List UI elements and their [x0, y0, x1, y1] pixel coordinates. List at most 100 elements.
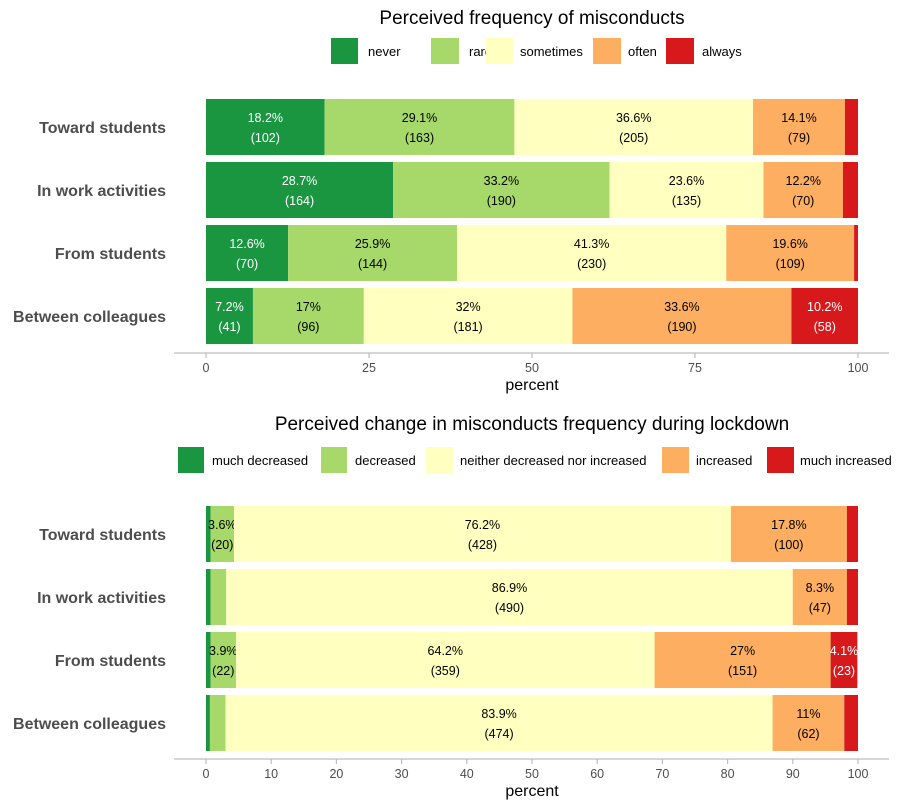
data-label-2-1: 28.7% [282, 174, 317, 188]
bar-1-4 [753, 99, 845, 155]
bar-3-2 [288, 225, 458, 281]
legend-label-5: always [702, 44, 742, 59]
chart-title: Perceived frequency of misconducts [379, 8, 684, 29]
x-tick-label-8: 70 [655, 767, 669, 781]
legend-swatch-3 [486, 38, 513, 64]
category-label-3: From students [55, 246, 166, 263]
bar-3-1 [206, 632, 211, 688]
bar-2-5 [846, 569, 858, 625]
category-label-1: Toward students [39, 527, 166, 544]
category-label-4: Between colleagues [13, 309, 166, 326]
data-label-3-3: 64.2% [428, 644, 463, 658]
count-label-1-3: (205) [619, 131, 648, 145]
x-tick-label-6: 50 [525, 767, 539, 781]
x-tick-label-10: 90 [786, 767, 800, 781]
data-label-4-1: 7.2% [215, 300, 244, 314]
bar-3-5 [854, 225, 858, 281]
bar-4-5 [791, 288, 858, 344]
x-tick-label-9: 80 [721, 767, 735, 781]
legend-swatch-2 [321, 447, 347, 473]
legend-label-3: neither decreased nor increased [460, 453, 646, 468]
bar-4-2 [209, 695, 226, 751]
count-label-4-2: (96) [297, 320, 319, 334]
x-tick-label-5: 40 [460, 767, 474, 781]
data-label-2-2: 33.2% [484, 174, 519, 188]
data-label-1-4: 14.1% [781, 111, 816, 125]
count-label-1-2: (163) [405, 131, 434, 145]
count-label-3-4: (151) [728, 664, 757, 678]
bar-4-3 [363, 288, 573, 344]
count-label-3-2: (144) [358, 257, 387, 271]
data-label-4-3: 32% [456, 300, 481, 314]
legend: much decreased decreased neither decreased… [178, 447, 892, 473]
data-label-4-2: 17% [296, 300, 321, 314]
chart-2: Perceived change in misconducts frequenc… [13, 414, 892, 800]
legend-label-4: often [628, 44, 657, 59]
legend-swatch-2 [431, 38, 459, 64]
bar-3-3 [457, 225, 727, 281]
bar-2-5 [843, 162, 858, 218]
count-label-2-2: (190) [487, 194, 516, 208]
count-label-3-2: (22) [212, 664, 234, 678]
legend: never rarely sometimes often always [331, 38, 742, 64]
bar-2-3 [609, 162, 764, 218]
bar-2-3 [226, 569, 793, 625]
count-label-1-4: (100) [774, 538, 803, 552]
x-tick-label-11: 100 [848, 767, 869, 781]
legend-label-3: sometimes [520, 44, 583, 59]
bar-4-4 [772, 695, 845, 751]
x-tick-label-3: 50 [525, 361, 539, 375]
data-label-3-5: 4.1% [830, 644, 859, 658]
bar-3-3 [235, 632, 655, 688]
legend-label-1: much decreased [212, 453, 308, 468]
bar-3-2 [210, 632, 236, 688]
count-label-3-1: (70) [236, 257, 258, 271]
bar-3-5 [830, 632, 858, 688]
bar-1-3 [514, 99, 754, 155]
legend-label-2: decreased [355, 453, 416, 468]
count-label-2-3: (490) [495, 601, 524, 615]
count-label-4-3: (474) [484, 727, 513, 741]
x-tick-label-2: 10 [264, 767, 278, 781]
count-label-3-3: (359) [431, 664, 460, 678]
count-label-3-5: (23) [833, 664, 855, 678]
bar-4-5 [844, 695, 858, 751]
chart-title: Perceived change in misconducts frequenc… [275, 414, 789, 435]
bar-1-4 [730, 506, 847, 562]
count-label-4-1: (41) [218, 320, 240, 334]
legend-swatch-4 [662, 447, 689, 473]
data-label-3-4: 27% [730, 644, 755, 658]
data-label-3-2: 3.9% [209, 644, 238, 658]
data-label-3-3: 41.3% [574, 237, 609, 251]
data-label-1-4: 17.8% [771, 518, 806, 532]
bar-1-5 [846, 506, 858, 562]
data-label-4-4: 33.6% [664, 300, 699, 314]
bar-1-3 [234, 506, 731, 562]
bar-1-1 [206, 506, 211, 562]
legend-swatch-1 [178, 447, 204, 473]
count-label-2-4: (70) [792, 194, 814, 208]
x-tick-label-4: 75 [688, 361, 702, 375]
count-label-4-3: (181) [454, 320, 483, 334]
count-label-1-4: (79) [788, 131, 810, 145]
data-label-1-2: 29.1% [402, 111, 437, 125]
count-label-4-4: (190) [667, 320, 696, 334]
x-axis-title: percent [505, 377, 559, 394]
legend-swatch-3 [426, 447, 453, 473]
legend-label-5: much increased [800, 453, 892, 468]
x-tick-label-2: 25 [362, 361, 376, 375]
count-label-1-2: (20) [211, 538, 233, 552]
legend-swatch-5 [666, 38, 694, 64]
data-label-3-2: 25.9% [355, 237, 390, 251]
data-label-1-3: 36.6% [616, 111, 651, 125]
legend-swatch-1 [331, 38, 358, 64]
bar-3-4 [726, 225, 855, 281]
legend-label-1: never [368, 44, 401, 59]
bar-2-4 [792, 569, 847, 625]
data-label-2-4: 12.2% [786, 174, 821, 188]
bar-1-2 [324, 99, 515, 155]
data-label-2-4: 8.3% [806, 581, 835, 595]
data-label-4-5: 10.2% [807, 300, 842, 314]
